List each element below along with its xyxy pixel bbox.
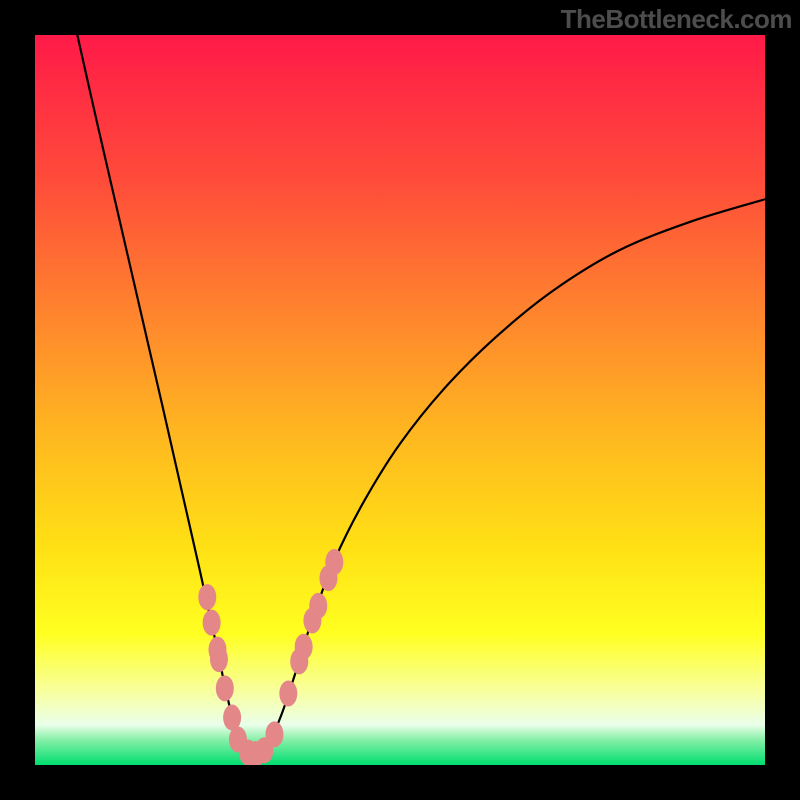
curve-marker xyxy=(198,584,216,610)
frame-border xyxy=(0,0,35,800)
curve-marker xyxy=(325,549,343,575)
curve-marker xyxy=(279,680,297,706)
curve-marker xyxy=(295,634,313,660)
curve-marker xyxy=(216,675,234,701)
curve-marker xyxy=(265,721,283,747)
curve-marker xyxy=(203,610,221,636)
chart-frame: TheBottleneck.com xyxy=(0,0,800,800)
frame-border xyxy=(0,765,800,800)
watermark-text: TheBottleneck.com xyxy=(561,4,792,35)
plot-background xyxy=(35,35,765,765)
curve-marker xyxy=(210,646,228,672)
bottleneck-chart xyxy=(0,0,800,800)
frame-border xyxy=(765,0,800,800)
curve-marker xyxy=(309,593,327,619)
